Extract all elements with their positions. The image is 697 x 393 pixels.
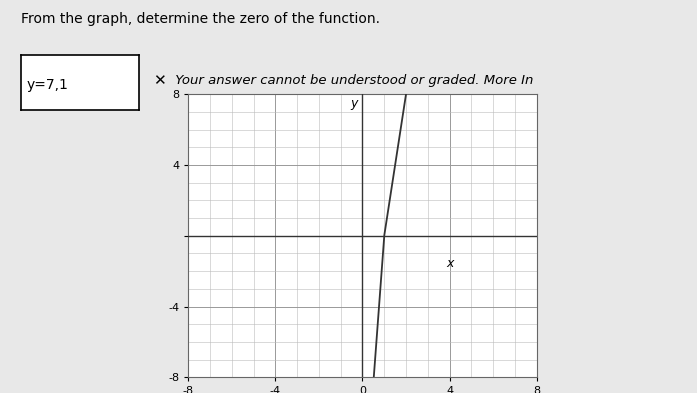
Text: y=7,1: y=7,1 [27,78,69,92]
Text: x: x [446,257,453,270]
Text: ✕: ✕ [153,73,166,88]
Text: From the graph, determine the zero of the function.: From the graph, determine the zero of th… [21,12,380,26]
Text: y: y [350,97,358,110]
Text: Your answer cannot be understood or graded. More In: Your answer cannot be understood or grad… [171,74,533,87]
